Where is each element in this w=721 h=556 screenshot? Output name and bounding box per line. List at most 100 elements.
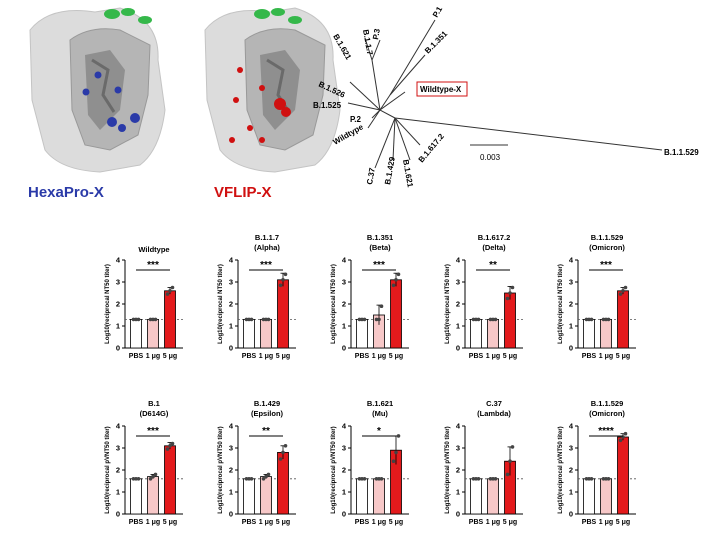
bar: [243, 478, 255, 515]
bar: [277, 451, 289, 515]
data-point: [281, 278, 285, 282]
significance-label: **: [489, 260, 497, 271]
data-point: [394, 278, 398, 282]
data-point: [264, 474, 268, 479]
category-label: 1 μg: [599, 353, 613, 360]
y-tick-label: 4: [116, 256, 121, 265]
y-tick-label: 2: [569, 300, 573, 309]
data-point: [170, 285, 175, 290]
data-point: [587, 477, 591, 481]
bar: [147, 318, 159, 349]
y-tick-label: 1: [342, 488, 346, 497]
category-label: 5 μg: [163, 519, 177, 526]
y-tick-label: 2: [456, 300, 460, 309]
chart-subtitle: (Mu): [372, 409, 388, 418]
data-point: [471, 477, 476, 481]
y-tick-label: 4: [229, 422, 234, 431]
category-label: 5 μg: [163, 353, 177, 360]
bar: [470, 318, 482, 349]
data-point: [170, 441, 175, 446]
data-point: [584, 317, 589, 322]
bar: [487, 478, 499, 515]
chart-subtitle: (Delta): [482, 243, 506, 252]
y-tick-label: 1: [569, 488, 573, 497]
y-tick-label: 1: [229, 488, 233, 497]
vflip-structure: [204, 7, 341, 173]
highlight-label: Wildtype-X: [420, 85, 462, 94]
data-point: [391, 459, 396, 464]
data-point: [488, 477, 493, 481]
scale-label: 0.003: [480, 153, 501, 162]
data-point: [493, 317, 498, 322]
y-axis-label: Log10(reciprocal pVNT50 titer): [218, 426, 224, 513]
data-point: [606, 477, 611, 481]
y-axis-label: Log10(reciprocal pVNT50 titer): [105, 426, 111, 513]
data-point: [360, 477, 364, 481]
green-patch: [104, 9, 120, 19]
y-tick-label: 4: [456, 256, 461, 265]
chart-title: B.1.621: [367, 399, 393, 408]
category-label: PBS: [242, 353, 257, 360]
chart-panel: B.1.1.529(Omicron) 0 1 2 3 4 Log10(reciprocal …: [558, 399, 636, 526]
data-point: [508, 459, 512, 464]
data-point: [510, 445, 515, 449]
y-tick-label: 4: [342, 256, 347, 265]
leaf-label: B.1.1.529: [664, 148, 699, 157]
data-point: [601, 317, 606, 322]
category-label: PBS: [355, 519, 370, 526]
bar: [130, 478, 142, 515]
y-tick-label: 3: [456, 278, 460, 287]
category-label: 5 μg: [503, 353, 517, 360]
chart-subtitle: (D614G): [140, 409, 169, 418]
data-point: [151, 474, 155, 479]
data-point: [148, 317, 153, 322]
data-point: [244, 317, 249, 322]
data-point: [396, 272, 401, 277]
data-point: [278, 457, 283, 461]
significance-label: ***: [147, 260, 159, 271]
data-point: [168, 444, 172, 448]
data-point: [131, 317, 136, 322]
data-point: [134, 477, 138, 481]
bar: [583, 478, 595, 515]
y-tick-label: 2: [569, 466, 573, 475]
y-tick-label: 3: [116, 278, 120, 287]
bar: [617, 436, 629, 515]
y-tick-label: 0: [456, 344, 460, 353]
y-tick-label: 1: [456, 488, 460, 497]
bar: [356, 478, 368, 515]
category-label: PBS: [469, 353, 484, 360]
chart-panel: B.1.1.529(Omicron) 0 1 2 3 4 Log10(reciprocal …: [558, 233, 636, 360]
y-tick-label: 0: [116, 510, 120, 519]
data-point: [396, 434, 401, 438]
category-label: 5 μg: [503, 519, 517, 526]
chart-title: Wildtype: [138, 245, 169, 254]
data-point: [362, 317, 367, 322]
chart-title: B.1.1.7: [255, 233, 279, 242]
data-point: [261, 317, 266, 322]
y-tick-label: 0: [342, 344, 346, 353]
data-point: [508, 291, 512, 295]
y-tick-label: 3: [116, 444, 120, 453]
data-point: [476, 317, 481, 322]
data-point: [476, 477, 481, 481]
data-point: [377, 317, 381, 322]
category-label: 1 μg: [486, 519, 500, 526]
y-tick-label: 0: [342, 510, 346, 519]
category-label: PBS: [129, 519, 144, 526]
data-point: [165, 447, 170, 451]
category-label: 1 μg: [599, 519, 613, 526]
chart-subtitle: (Beta): [369, 243, 391, 252]
data-point: [153, 317, 158, 322]
vflip-label: VFLIP-X: [214, 184, 272, 201]
hexapro-structure: [29, 7, 166, 173]
chart-panel: B.1.429(Epsilon) 0 1 2 3 4 Log10(reciprocal pV…: [218, 399, 296, 526]
y-axis-label: Log10(reciprocal NT50 titer): [218, 264, 224, 344]
chart-subtitle: (Lambda): [477, 409, 511, 418]
highlight-box: [416, 81, 468, 97]
category-label: 1 μg: [146, 353, 160, 360]
data-point: [491, 477, 495, 481]
chart-panel: C.37(Lambda) 0 1 2 3 4 Log10(reciprocal pVNT50…: [445, 399, 523, 526]
data-point: [165, 292, 170, 296]
data-point: [357, 317, 362, 322]
